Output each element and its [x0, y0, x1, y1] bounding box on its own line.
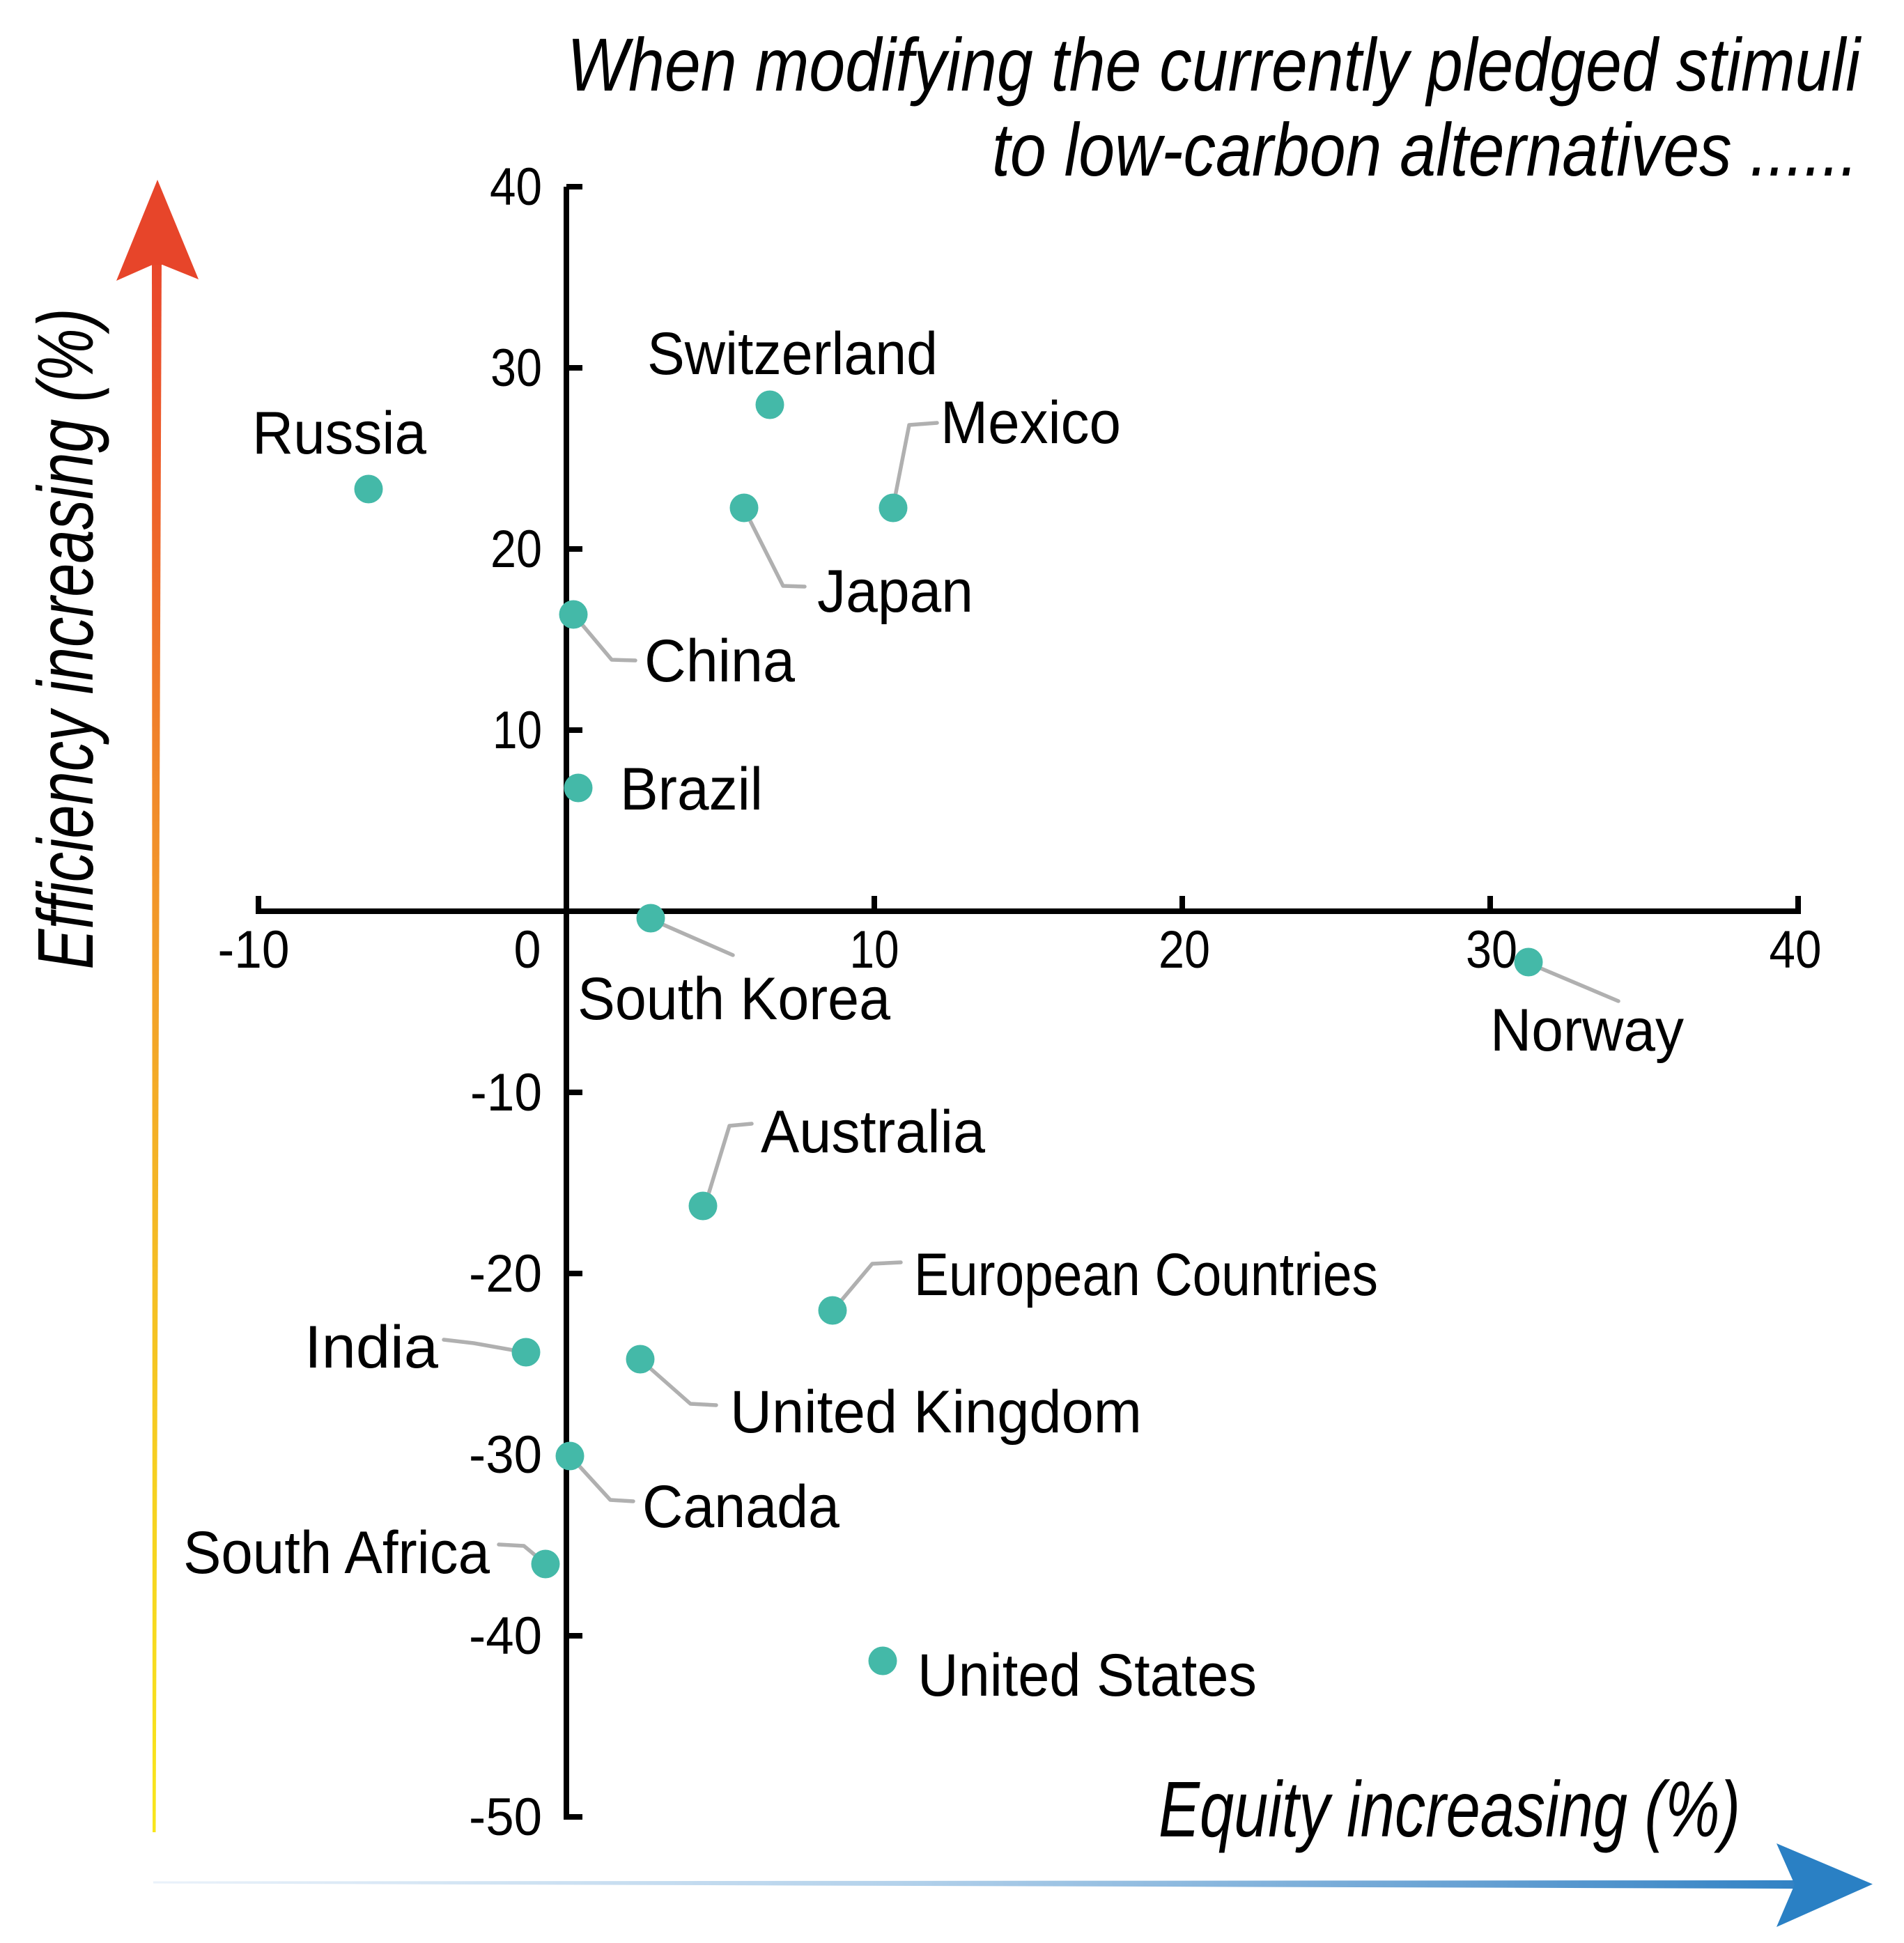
svg-text:20: 20 [1159, 920, 1210, 980]
svg-text:40: 40 [490, 157, 542, 217]
svg-text:Australia: Australia [761, 1099, 985, 1166]
svg-text:United Kingdom: United Kingdom [730, 1379, 1142, 1446]
svg-text:10: 10 [493, 701, 542, 760]
svg-text:-40: -40 [469, 1607, 542, 1666]
svg-text:to low-carbon alternatives ...: to low-carbon alternatives ...... [992, 107, 1858, 192]
svg-text:India: India [304, 1314, 438, 1381]
svg-text:United States: United States [918, 1642, 1257, 1709]
svg-text:30: 30 [490, 339, 542, 398]
svg-text:Russia: Russia [252, 400, 426, 467]
svg-text:10: 10 [850, 920, 899, 980]
svg-text:European Countries: European Countries [914, 1241, 1378, 1308]
svg-text:When modifying the currently p: When modifying the currently pledged sti… [567, 22, 1862, 107]
svg-text:Canada: Canada [642, 1473, 839, 1540]
svg-text:South Korea: South Korea [578, 966, 890, 1032]
svg-text:0: 0 [514, 920, 541, 980]
svg-text:Norway: Norway [1490, 997, 1684, 1064]
svg-text:-30: -30 [469, 1425, 542, 1485]
svg-text:China: China [644, 628, 795, 695]
svg-text:Efficiency increasing (%): Efficiency increasing (%) [22, 309, 109, 970]
svg-text:Mexico: Mexico [941, 389, 1121, 456]
svg-text:20: 20 [490, 520, 542, 579]
svg-text:40: 40 [1770, 920, 1822, 980]
svg-text:South Africa: South Africa [183, 1519, 490, 1586]
svg-text:-50: -50 [469, 1788, 542, 1847]
svg-text:Equity increasing (%): Equity increasing (%) [1159, 1765, 1740, 1853]
svg-text:Brazil: Brazil [620, 756, 763, 823]
svg-text:-10: -10 [470, 1063, 542, 1122]
svg-text:Japan: Japan [817, 558, 973, 625]
svg-text:30: 30 [1466, 920, 1517, 980]
svg-text:-10: -10 [218, 920, 290, 980]
svg-text:Switzerland: Switzerland [647, 320, 938, 387]
svg-text:-20: -20 [469, 1244, 542, 1303]
